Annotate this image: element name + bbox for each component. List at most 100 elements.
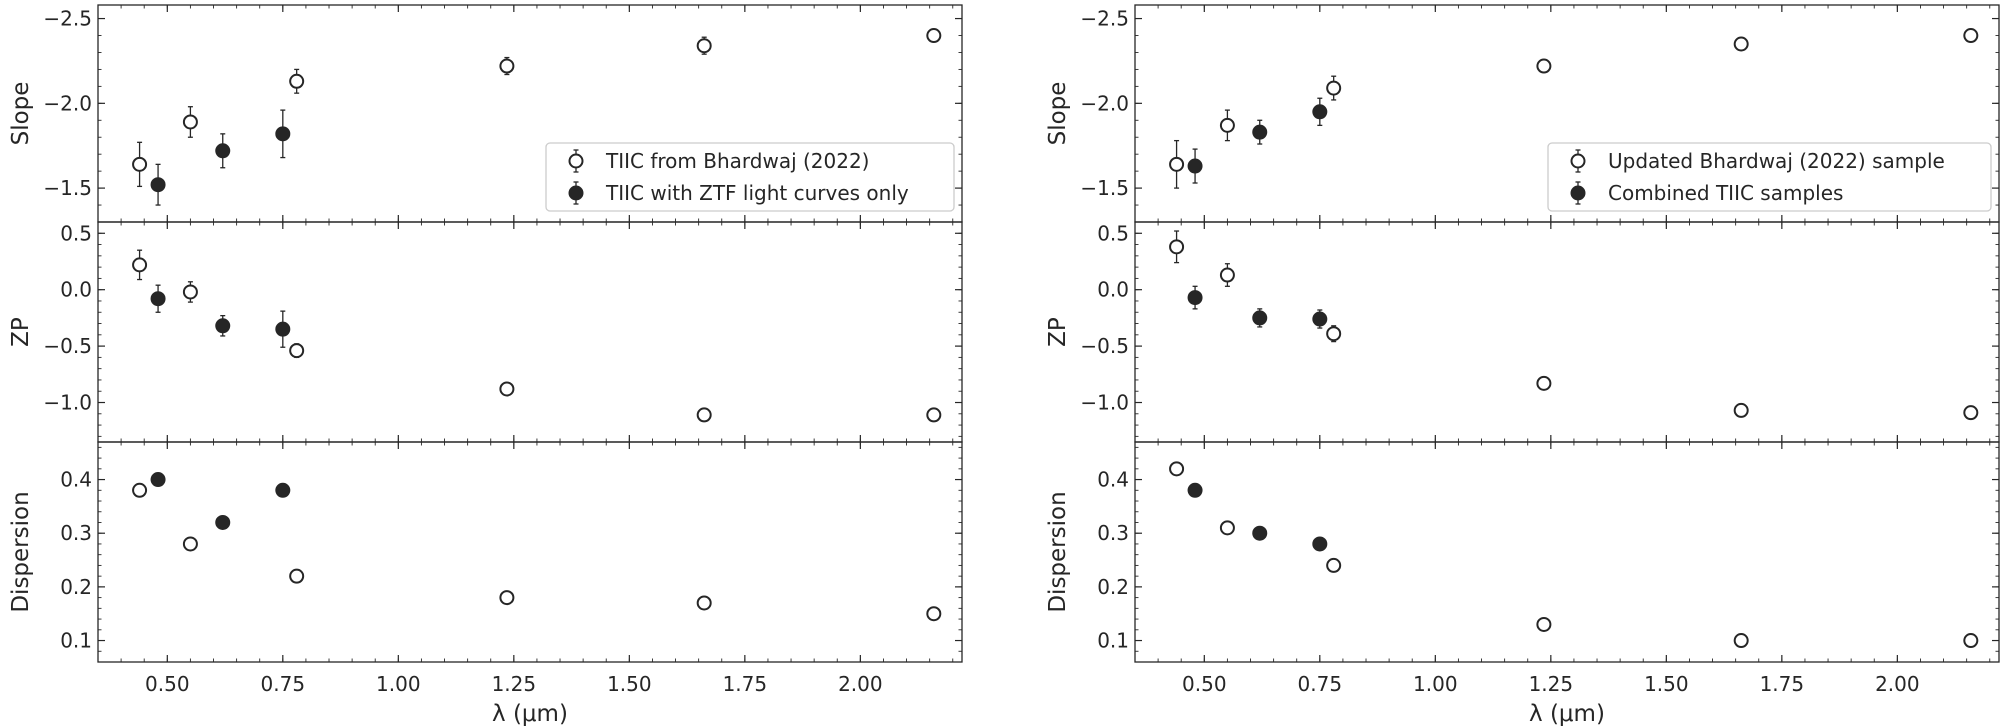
legend-entry: TIIC from Bhardwaj (2022): [568, 149, 870, 173]
y-axis-label: Slope: [1045, 82, 1071, 146]
legend-filled-marker-icon: [1570, 185, 1586, 201]
y-axis-label: ZP: [8, 317, 34, 347]
data-point: [696, 38, 712, 54]
x-tick-label: 1.25: [492, 672, 537, 696]
y-tick-label: −1.5: [1080, 176, 1129, 200]
legend-box: [545, 142, 955, 212]
data-point: [275, 321, 291, 337]
data-point: [499, 381, 515, 397]
x-tick-label: 1.00: [1413, 672, 1458, 696]
data-point: [289, 73, 305, 89]
data-point: [696, 407, 712, 423]
legend-entry: Updated Bhardwaj (2022) sample: [1570, 149, 1945, 173]
data-point: [132, 257, 148, 273]
x-axis-label: λ (μm): [1529, 701, 1605, 727]
legend: TIIC from Bhardwaj (2022) TIIC with ZTF l…: [545, 142, 955, 212]
y-tick-label: −2.5: [43, 7, 92, 31]
x-axis-label: λ (μm): [492, 701, 568, 727]
data-point: [1219, 117, 1235, 133]
data-point: [1312, 104, 1328, 120]
data-point: [1169, 156, 1185, 172]
data-point: [215, 143, 231, 159]
data-point: [1733, 36, 1749, 52]
y-axis-label: ZP: [1045, 317, 1071, 347]
data-point: [1963, 405, 1979, 421]
data-point: [1312, 536, 1328, 552]
x-tick-label: 0.50: [145, 672, 190, 696]
legend-label: Updated Bhardwaj (2022) sample: [1608, 149, 1945, 173]
panel-slope: −2.5 −2.0 −1.5 Slope: [8, 4, 963, 223]
data-point: [289, 343, 305, 359]
series-open: [132, 28, 942, 188]
y-tick-label: 0.3: [60, 521, 92, 545]
data-point: [1326, 557, 1342, 573]
legend-label: TIIC from Bhardwaj (2022): [605, 149, 870, 173]
y-axis-label: Slope: [8, 82, 34, 146]
data-point: [132, 156, 148, 172]
legend-open-marker-icon: [1570, 153, 1586, 169]
y-tick-label: 0.0: [1097, 278, 1129, 302]
data-point: [182, 284, 198, 300]
x-tick-label: 2.00: [838, 672, 883, 696]
x-tick-label: 1.75: [1760, 672, 1805, 696]
series-filled: [1187, 285, 1328, 329]
series-open: [1169, 461, 1979, 649]
data-point: [215, 514, 231, 530]
data-point: [1187, 290, 1203, 306]
data-point: [1187, 482, 1203, 498]
y-tick-label: −1.0: [43, 391, 92, 415]
data-point: [275, 126, 291, 142]
data-point: [182, 536, 198, 552]
legend: Updated Bhardwaj (2022) sample Combined T…: [1547, 142, 1992, 212]
panel-dispersion: 0.1 0.2 0.3 0.4 Dispersion 0.50 0.75 1.00 1.25 1.…: [1045, 441, 2000, 727]
data-point: [1963, 28, 1979, 44]
series-filled: [150, 284, 291, 348]
data-point: [499, 590, 515, 606]
data-point: [150, 291, 166, 307]
data-point: [1187, 158, 1203, 174]
y-tick-label: −1.5: [43, 176, 92, 200]
data-point: [215, 318, 231, 334]
data-point: [1733, 633, 1749, 649]
data-point: [1219, 520, 1235, 536]
y-tick-label: 0.1: [1097, 629, 1129, 653]
y-tick-label: −2.5: [1080, 7, 1129, 31]
series-filled: [1187, 482, 1328, 552]
x-tick-label: 2.00: [1875, 672, 1920, 696]
y-tick-label: 0.0: [60, 278, 92, 302]
x-tick-label: 1.50: [1644, 672, 1689, 696]
series-filled: [150, 109, 291, 206]
data-point: [1536, 616, 1552, 632]
data-point: [1326, 326, 1342, 342]
data-point: [275, 482, 291, 498]
series-open: [132, 249, 942, 423]
data-point: [696, 595, 712, 611]
data-point: [150, 177, 166, 193]
data-point: [1536, 58, 1552, 74]
data-point: [1733, 402, 1749, 418]
y-tick-label: −0.5: [1080, 334, 1129, 358]
y-tick-label: 0.2: [60, 575, 92, 599]
series-open: [1169, 230, 1979, 421]
plot-frame: [1134, 441, 2000, 663]
panel-dispersion: 0.1 0.2 0.3 0.4 Dispersion 0.50 0.75 1.00 1.25 1.…: [8, 441, 963, 727]
data-point: [926, 407, 942, 423]
x-tick-label: 1.75: [723, 672, 768, 696]
data-point: [1252, 124, 1268, 140]
y-tick-label: 0.1: [60, 629, 92, 653]
x-tick-label: 1.50: [607, 672, 652, 696]
x-tick-label: 0.75: [261, 672, 306, 696]
legend-filled-marker-icon: [568, 185, 584, 201]
x-tick-label: 1.00: [376, 672, 421, 696]
data-point: [1312, 311, 1328, 327]
series-filled: [1187, 97, 1328, 184]
data-point: [1326, 80, 1342, 96]
y-axis-label: Dispersion: [8, 491, 34, 612]
plot-frame: [97, 441, 963, 663]
data-point: [926, 28, 942, 44]
y-tick-label: −1.0: [1080, 391, 1129, 415]
data-point: [499, 58, 515, 74]
series-open: [1169, 28, 1979, 189]
x-tick-label: 0.75: [1298, 672, 1343, 696]
legend-box: [1547, 142, 1992, 212]
